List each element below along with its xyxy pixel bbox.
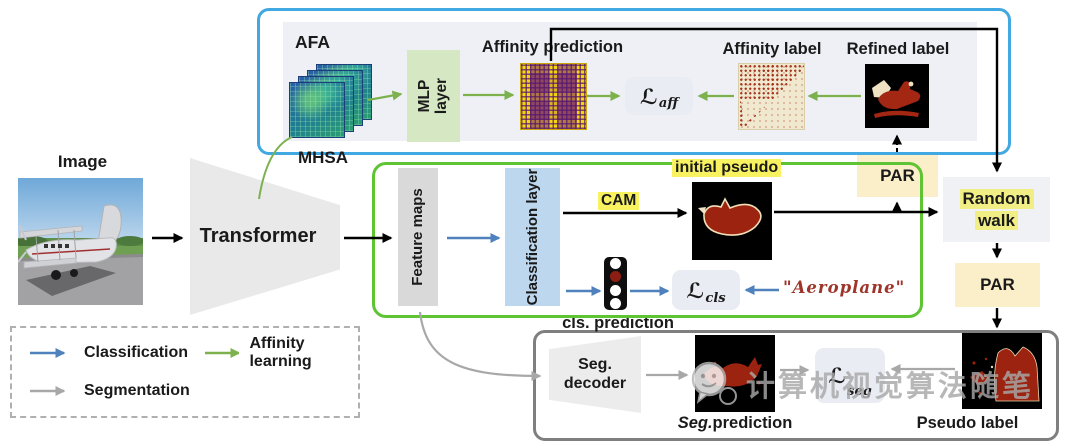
random-walk-box: Random walk bbox=[943, 177, 1050, 242]
green-arrow-icon bbox=[205, 348, 240, 358]
refined-label-image bbox=[865, 64, 929, 128]
transformer-label: Transformer bbox=[199, 225, 317, 247]
cls-prediction-label: cls. prediction bbox=[562, 314, 674, 332]
feature-maps-block bbox=[398, 168, 438, 306]
watermark: 计算机视觉算法随笔 bbox=[688, 358, 1034, 410]
random-walk-line1: Random bbox=[959, 188, 1034, 209]
mhsa-label: MHSA bbox=[297, 148, 349, 167]
class-name-text: "Aeroplane" bbox=[783, 278, 906, 297]
affinity-prediction-matrix bbox=[520, 63, 587, 130]
initial-pseudo-label: initial pseudo bbox=[672, 159, 782, 177]
loss-seg-subscript: seg bbox=[847, 384, 872, 399]
refined-label-label: Refined label bbox=[846, 40, 950, 58]
gray-arrow-icon bbox=[30, 386, 66, 396]
seg-prediction-label: Seg. prediction bbox=[655, 414, 815, 433]
legend-segmentation: Segmentation bbox=[28, 382, 203, 400]
par-bottom-label: PAR bbox=[980, 275, 1015, 294]
attention-map bbox=[289, 82, 345, 138]
class-dot bbox=[609, 257, 622, 271]
loss-aff-subscript: aff bbox=[658, 96, 679, 111]
legend-classification-label: Classification bbox=[84, 344, 189, 361]
legend-affinity-learning-label: Affinity learning bbox=[249, 335, 312, 370]
blue-arrow-icon bbox=[30, 348, 66, 358]
cls-onehot-icon bbox=[604, 257, 627, 310]
transformer-block: Transformer bbox=[190, 158, 340, 315]
pseudo-label-image bbox=[962, 333, 1042, 409]
legend-affinity-learning: Affinity learning bbox=[203, 335, 346, 371]
wechat-bubble-icon bbox=[691, 361, 737, 405]
feature-maps-label: Feature maps bbox=[408, 188, 426, 286]
par-top-box: PAR bbox=[857, 155, 938, 197]
image-label: Image bbox=[57, 152, 108, 171]
seg-decoder-label: Seg. decoder bbox=[563, 356, 627, 392]
loss-cls-subscript: cls bbox=[705, 291, 726, 306]
affinity-prediction-label: Affinity prediction bbox=[481, 38, 624, 56]
affinity-label-label: Affinity label bbox=[722, 40, 822, 58]
watermark-text: 计算机视觉算法随笔 bbox=[746, 371, 1035, 403]
class-dot bbox=[609, 283, 622, 297]
mlp-layer-label: MLP layer bbox=[415, 77, 450, 115]
par-top-label: PAR bbox=[880, 166, 915, 185]
legend: Classification Affinity learning Segment… bbox=[10, 326, 360, 418]
class-dot bbox=[609, 296, 622, 310]
seg-prediction-label-rest: prediction bbox=[712, 414, 793, 432]
afa-title: AFA bbox=[295, 32, 330, 52]
cam-label: CAM bbox=[598, 192, 640, 210]
loss-aff-symbol: ℒ bbox=[639, 83, 658, 109]
par-bottom-box: PAR bbox=[955, 263, 1040, 307]
mhsa-attention-maps bbox=[289, 64, 373, 142]
affinity-label-matrix bbox=[738, 63, 805, 130]
classification-layer-label: Classification layer bbox=[523, 168, 541, 306]
seg-decoder-block: Seg. decoder bbox=[549, 336, 641, 413]
pseudo-label-label: Pseudo label bbox=[916, 414, 1019, 432]
initial-pseudo-image bbox=[692, 182, 772, 260]
legend-segmentation-label: Segmentation bbox=[84, 382, 190, 399]
loss-cls-symbol: ℒ bbox=[686, 277, 705, 303]
seg-prediction-label-prefix: Seg. bbox=[677, 414, 713, 432]
class-dot-active bbox=[609, 270, 622, 284]
classification-layer-block bbox=[505, 168, 560, 306]
loss-seg-symbol: ℒ bbox=[828, 363, 847, 388]
airplane-photo bbox=[18, 178, 143, 305]
segmentation-branch-box bbox=[533, 330, 1059, 441]
legend-classification: Classification bbox=[28, 344, 203, 362]
curve-features-to-decoder bbox=[418, 311, 542, 381]
random-walk-line2: walk bbox=[975, 210, 1018, 231]
mlp-layer-block bbox=[407, 50, 460, 142]
